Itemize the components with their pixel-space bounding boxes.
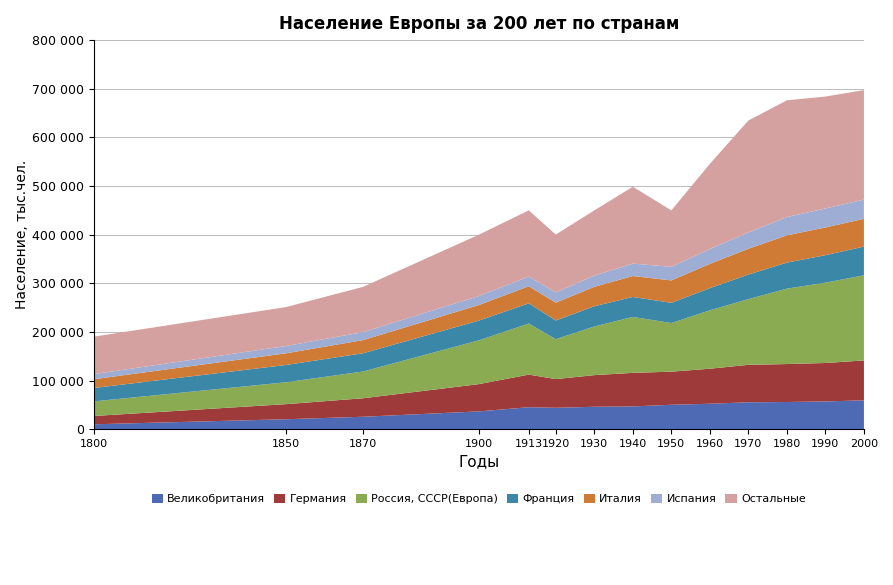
Y-axis label: Население, тыс.чел.: Население, тыс.чел. [15, 160, 29, 309]
Title: Население Европы за 200 лет по странам: Население Европы за 200 лет по странам [279, 15, 679, 33]
Legend: Великобритания, Германия, Россия, СССР(Европа), Франция, Италия, Испания, Осталь: Великобритания, Германия, Россия, СССР(Е… [147, 490, 810, 509]
X-axis label: Годы: Годы [458, 455, 499, 470]
